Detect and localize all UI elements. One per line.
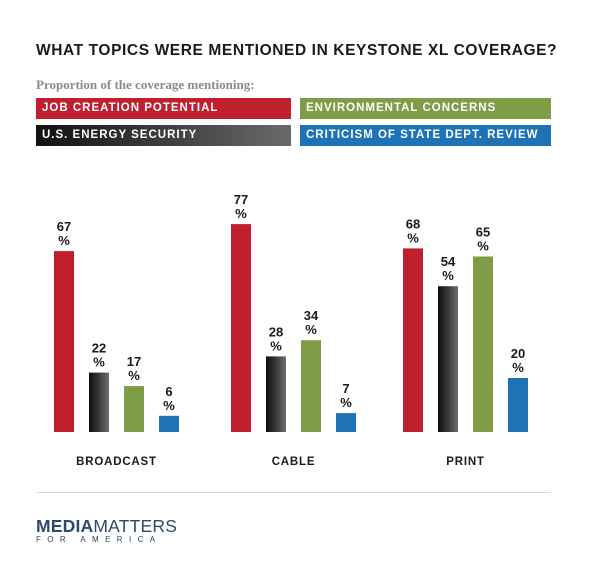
bar-cable-1: [231, 224, 251, 432]
legend-item-environmental: ENVIRONMENTAL CONCERNS: [300, 98, 551, 119]
data-label-value: 67: [57, 219, 71, 234]
bar-broadcast-1: [54, 251, 74, 432]
data-label-value: 77: [234, 192, 248, 207]
category-label-cable: CABLE: [272, 456, 316, 468]
bar-broadcast-2: [89, 372, 109, 432]
bar-cable-4: [336, 413, 356, 432]
data-label-unit: %: [477, 239, 489, 254]
data-label-value: 20: [511, 346, 525, 361]
data-label-value: 17: [127, 354, 141, 369]
data-label-unit: %: [93, 355, 105, 370]
data-label-unit: %: [512, 360, 524, 375]
data-label-value: 54: [441, 254, 456, 269]
legend-label: U.S. ENERGY SECURITY: [42, 129, 198, 141]
data-label-unit: %: [128, 368, 140, 383]
data-label-value: 65: [476, 225, 490, 240]
logo-text-for-america: FOR AMERICA: [36, 535, 162, 544]
bar-print-1: [403, 248, 423, 432]
bar-chart: 67%22% 17%6%BROADCAST77%28%34%7%CABLE68%5…: [54, 192, 528, 468]
chart-title: WHAT TOPICS WERE MENTIONED IN KEYSTONE X…: [36, 42, 558, 59]
legend-label: JOB CREATION POTENTIAL: [42, 102, 219, 114]
bar-print-3: [473, 256, 493, 432]
data-label-unit: %: [407, 230, 419, 245]
bar-broadcast-4: [159, 415, 179, 432]
data-label-value: 34: [304, 308, 319, 323]
legend-item-state-dept: CRITICISM OF STATE DEPT. REVIEW: [300, 125, 551, 146]
legend-item-job-creation: JOB CREATION POTENTIAL: [36, 98, 291, 119]
legend-item-energy-security: U.S. ENERGY SECURITY: [36, 125, 291, 146]
data-label-value: 68: [406, 216, 420, 231]
category-label-print: PRINT: [446, 456, 485, 468]
logo-text-matters: MATTERS: [93, 516, 178, 536]
category-label-broadcast: BROADCAST: [76, 456, 157, 468]
data-label-value: 6: [165, 384, 172, 399]
logo-text-media: MEDIA: [36, 516, 94, 536]
legend-label: ENVIRONMENTAL CONCERNS: [306, 102, 497, 114]
bar-cable-2: [266, 356, 286, 432]
media-matters-logo: MEDIAMATTERS FOR AMERICA: [36, 517, 177, 544]
data-label-value: 28: [269, 324, 283, 339]
bar-print-4: [508, 378, 528, 432]
data-label-unit: %: [235, 206, 247, 221]
data-label-value: 7: [342, 381, 349, 396]
data-label-unit: %: [163, 398, 175, 413]
data-label-unit: %: [305, 322, 317, 337]
chart-subtitle: Proportion of the coverage mentioning:: [36, 77, 255, 92]
data-label-unit: %: [340, 395, 352, 410]
footer-divider: [36, 492, 551, 493]
bar-cable-3: [301, 340, 321, 432]
bar-print-2: [438, 286, 458, 432]
data-label-unit: %: [442, 268, 454, 283]
data-label-value: 22: [92, 341, 106, 356]
data-label-unit: %: [58, 233, 70, 248]
bar-broadcast-3: [124, 386, 144, 432]
legend-label: CRITICISM OF STATE DEPT. REVIEW: [306, 129, 539, 141]
data-label-unit: %: [270, 338, 282, 353]
